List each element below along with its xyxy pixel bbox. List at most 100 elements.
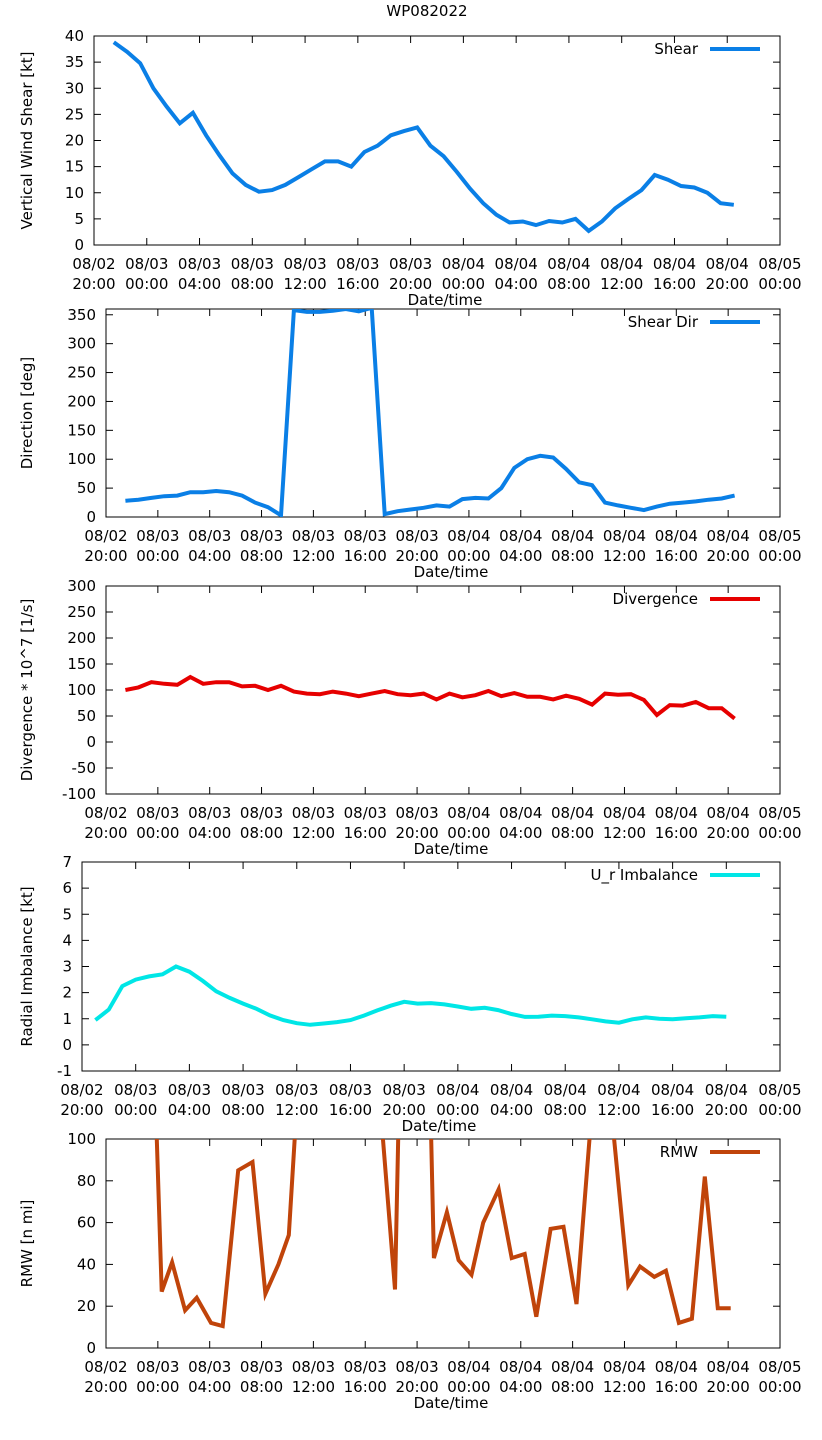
x-tick-date: 08/03 (240, 527, 283, 545)
plot-frame (105, 1138, 781, 1349)
y-tick-label: 60 (77, 1214, 96, 1232)
x-tick-date: 08/04 (547, 255, 590, 273)
x-tick-date: 08/03 (136, 1358, 179, 1376)
legend-label: Shear (654, 40, 698, 58)
y-tick-label: 300 (67, 577, 96, 595)
x-tick-time: 04:00 (188, 1378, 231, 1396)
x-tick-time: 08:00 (231, 275, 274, 293)
x-tick-date: 08/03 (240, 1358, 283, 1376)
x-tick-time: 12:00 (292, 824, 335, 842)
y-tick-label: 40 (77, 1255, 96, 1273)
y-tick-label: 4 (62, 931, 72, 949)
x-tick-time: 00:00 (758, 1378, 801, 1396)
x-tick-date: 08/04 (603, 527, 646, 545)
legend-label: Shear Dir (628, 313, 699, 331)
x-axis-label: Date/time (402, 1117, 477, 1135)
x-tick-date: 08/03 (344, 527, 387, 545)
y-tick-label: 2 (62, 984, 72, 1002)
figure-title: WP082022 (386, 2, 467, 20)
x-tick-date: 08/03 (344, 804, 387, 822)
x-tick-time: 00:00 (758, 547, 801, 565)
x-axis-label: Date/time (414, 1394, 489, 1412)
x-tick-time: 00:00 (758, 824, 801, 842)
y-tick-label: 0 (86, 508, 96, 526)
x-tick-time: 12:00 (275, 1101, 318, 1119)
y-tick-label: 300 (67, 335, 96, 353)
x-tick-time: 04:00 (178, 275, 221, 293)
x-tick-time: 12:00 (600, 275, 643, 293)
x-tick-time: 20:00 (383, 1101, 426, 1119)
x-tick-time: 00:00 (442, 275, 485, 293)
y-tick-label: 200 (67, 629, 96, 647)
x-tick-date: 08/04 (600, 255, 643, 273)
x-tick-date: 08/04 (707, 527, 750, 545)
x-tick-date: 08/04 (655, 1358, 698, 1376)
x-tick-time: 00:00 (114, 1101, 157, 1119)
x-tick-date: 08/02 (72, 255, 115, 273)
x-tick-date: 08/02 (60, 1081, 103, 1099)
x-tick-time: 04:00 (499, 547, 542, 565)
y-axis-label: Direction [deg] (18, 357, 36, 470)
plot-frame (81, 861, 781, 1072)
x-tick-date: 08/03 (389, 255, 432, 273)
x-tick-date: 08/03 (383, 1081, 426, 1099)
x-tick-date: 08/03 (329, 1081, 372, 1099)
x-tick-time: 00:00 (758, 1101, 801, 1119)
x-tick-time: 16:00 (344, 1378, 387, 1396)
panel-5: 0 20 40 60 80 100 08/02 20:00 08/03 00:00 08/03 04:… (18, 1130, 802, 1412)
x-tick-time: 20:00 (84, 1378, 127, 1396)
x-tick-time: 16:00 (653, 275, 696, 293)
y-tick-label: 3 (62, 958, 72, 976)
x-tick-time: 16:00 (651, 1101, 694, 1119)
x-tick-date: 08/03 (114, 1081, 157, 1099)
x-tick-time: 08:00 (551, 824, 594, 842)
series-line-rmw (154, 1139, 731, 1329)
x-tick-date: 08/04 (447, 527, 490, 545)
x-tick-date: 08/04 (651, 1081, 694, 1099)
y-tick-label: -100 (62, 785, 96, 803)
x-tick-time: 12:00 (597, 1101, 640, 1119)
x-tick-date: 08/04 (551, 804, 594, 822)
x-tick-time: 20:00 (389, 275, 432, 293)
x-axis-label: Date/time (414, 563, 489, 581)
x-tick-time: 20:00 (60, 1101, 103, 1119)
x-tick-date: 08/03 (188, 527, 231, 545)
x-tick-time: 08:00 (547, 275, 590, 293)
x-tick-date: 08/03 (188, 804, 231, 822)
x-tick-time: 20:00 (707, 547, 750, 565)
x-tick-time: 20:00 (705, 1101, 748, 1119)
x-tick-time: 00:00 (758, 275, 801, 293)
x-tick-time: 00:00 (447, 824, 490, 842)
x-tick-date: 08/03 (283, 255, 326, 273)
y-tick-label: -1 (57, 1062, 72, 1080)
x-tick-date: 08/02 (84, 1358, 127, 1376)
x-tick-date: 08/05 (758, 527, 801, 545)
legend-label: Divergence (613, 590, 698, 608)
x-tick-time: 16:00 (329, 1101, 372, 1119)
x-tick-date: 08/03 (292, 527, 335, 545)
x-tick-date: 08/04 (495, 255, 538, 273)
x-tick-time: 00:00 (136, 824, 179, 842)
x-tick-date: 08/04 (706, 255, 749, 273)
x-tick-time: 16:00 (336, 275, 379, 293)
x-tick-time: 12:00 (292, 1378, 335, 1396)
x-tick-date: 08/05 (758, 1081, 801, 1099)
x-tick-time: 04:00 (495, 275, 538, 293)
x-tick-date: 08/03 (395, 804, 438, 822)
x-tick-date: 08/03 (231, 255, 274, 273)
y-tick-label: 5 (62, 905, 72, 923)
x-tick-time: 20:00 (707, 824, 750, 842)
x-tick-date: 08/02 (84, 527, 127, 545)
x-tick-date: 08/03 (275, 1081, 318, 1099)
x-tick-date: 08/04 (447, 804, 490, 822)
panel-1: 0 5 10 15 20 25 30 35 40 08/02 20:00 08/03 00:00 08/0… (18, 27, 802, 309)
x-tick-date: 08/04 (551, 1358, 594, 1376)
x-tick-time: 20:00 (395, 547, 438, 565)
legend-label: U_r Imbalance (590, 866, 698, 885)
x-tick-time: 20:00 (395, 824, 438, 842)
x-tick-date: 08/03 (136, 804, 179, 822)
x-tick-date: 08/04 (551, 527, 594, 545)
x-tick-time: 08:00 (544, 1101, 587, 1119)
y-tick-label: 20 (65, 132, 84, 150)
x-tick-date: 08/02 (84, 804, 127, 822)
